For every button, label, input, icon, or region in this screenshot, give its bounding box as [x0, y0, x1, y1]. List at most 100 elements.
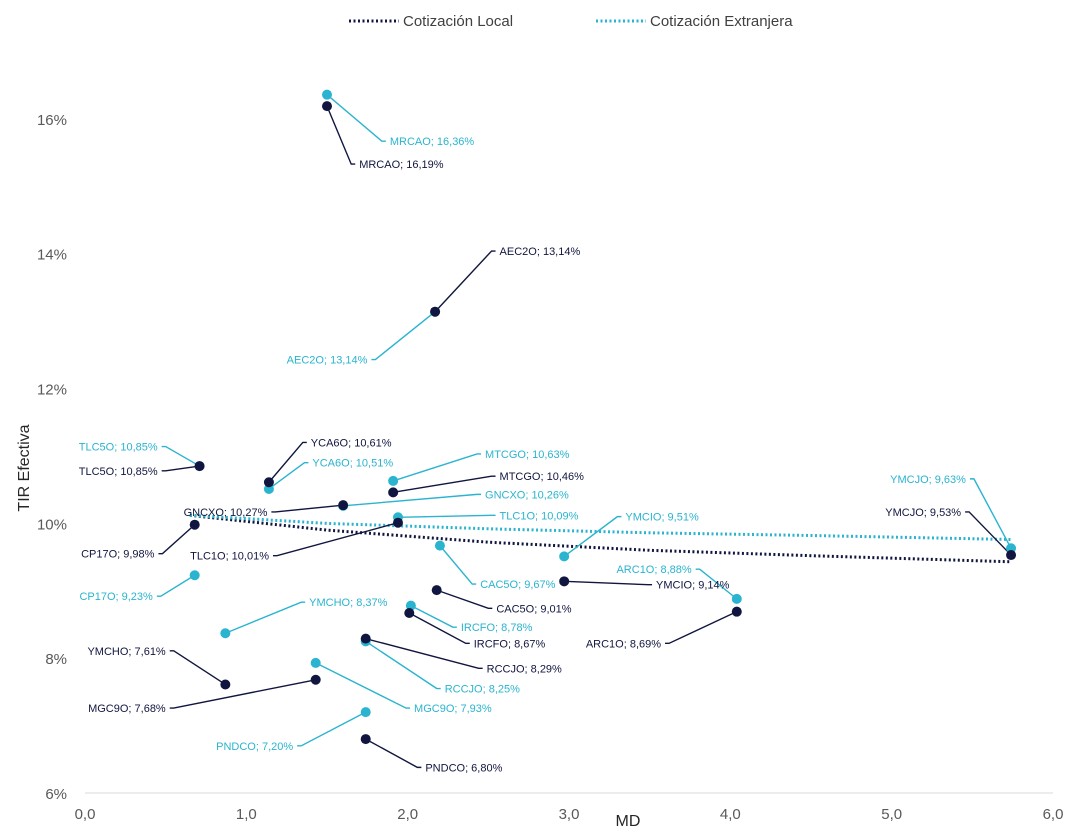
data-label-local: MRCAO; 16,19%: [359, 159, 444, 171]
trendline-extranjera: [189, 513, 1012, 541]
data-point-extranjera: [434, 540, 445, 551]
leader-line: [272, 522, 399, 557]
data-label-local: TLC5O; 10,85%: [79, 466, 158, 478]
leader-line: [297, 711, 367, 747]
data-point-local: [194, 461, 205, 472]
data-label-extranjera: RCCJO; 8,25%: [445, 684, 520, 696]
leader-line: [695, 568, 738, 600]
leader-line: [564, 580, 653, 586]
data-label-extranjera: CP17O; 9,23%: [79, 591, 153, 603]
y-tick-label: 6%: [45, 786, 67, 803]
leader-line: [393, 475, 496, 494]
data-label-extranjera: YMCJO; 9,63%: [890, 474, 966, 486]
data-label-extranjera: GNCXO; 10,26%: [485, 489, 569, 501]
data-point-extranjera: [360, 707, 371, 718]
data-label-local: RCCJO; 8,29%: [487, 663, 562, 675]
data-label-local: AEC2O; 13,14%: [500, 246, 581, 258]
y-tick-label: 14%: [37, 247, 67, 264]
x-tick-label: 0,0: [75, 806, 96, 823]
data-label-extranjera: PNDCO; 7,20%: [216, 741, 293, 753]
data-label-local: ARC1O; 8,69%: [586, 638, 661, 650]
trendlines: [189, 513, 1012, 564]
data-label-extranjera: CAC5O; 9,67%: [480, 579, 555, 591]
leader-line: [563, 515, 622, 557]
data-label-extranjera: MRCAO; 16,36%: [390, 136, 475, 148]
data-label-extranjera: IRCFO; 8,78%: [461, 622, 533, 634]
x-tick-label: 6,0: [1043, 806, 1064, 823]
y-tick-labels: 6% 8% 10% 12% 14% 16%: [37, 112, 67, 803]
data-label-extranjera: TLC1O; 10,09%: [500, 510, 579, 522]
y-tick-label: 10%: [37, 516, 67, 533]
x-tick-label: 4,0: [720, 806, 741, 823]
data-label-extranjera: TLC5O; 10,85%: [79, 442, 158, 454]
data-label-local: IRCFO; 8,67%: [474, 638, 546, 650]
leader-line: [161, 465, 200, 472]
x-tick-label: 5,0: [881, 806, 902, 823]
data-point-local: [220, 679, 231, 690]
data-label-local: MTCGO; 10,46%: [500, 471, 585, 483]
data-point-local: [263, 477, 274, 488]
leader-line: [439, 545, 477, 585]
data-label-extranjera: ARC1O; 8,88%: [616, 564, 691, 576]
data-label-local: YMCHO; 7,61%: [87, 646, 165, 658]
data-point-local: [338, 500, 349, 511]
x-tick-label: 3,0: [559, 806, 580, 823]
leader-line: [169, 679, 316, 709]
data-point-local: [559, 576, 570, 587]
leader-line: [268, 441, 307, 483]
leader-line: [436, 589, 493, 610]
leader-line: [410, 604, 457, 628]
leader-line: [397, 514, 496, 519]
data-point-local: [431, 585, 442, 596]
data-point-local: [189, 519, 200, 530]
data-point-local: [430, 306, 441, 317]
legend-label-local: Cotización Local: [403, 13, 513, 30]
leader-lines: [156, 94, 1012, 769]
data-label-extranjera: MTCGO; 10,63%: [485, 449, 570, 461]
leader-line: [408, 612, 470, 645]
data-point-local: [388, 487, 399, 498]
data-label-extranjera: YMCIO; 9,51%: [625, 512, 699, 524]
leader-line: [326, 105, 356, 165]
leader-line: [315, 662, 411, 709]
legend: Cotización Local Cotización Extranjera: [349, 13, 793, 30]
leader-line: [326, 94, 386, 142]
leader-line: [161, 445, 200, 467]
data-label-local: TLC1O; 10,01%: [190, 551, 269, 563]
data-point-extranjera: [189, 570, 200, 581]
data-label-local: PNDCO; 6,80%: [425, 762, 502, 774]
leader-line: [225, 601, 306, 634]
data-label-extranjera: YMCHO; 8,37%: [309, 597, 387, 609]
data-point-extranjera: [559, 551, 570, 562]
y-tick-label: 16%: [37, 112, 67, 129]
leader-line: [268, 462, 309, 490]
leader-line: [365, 640, 441, 690]
data-point-extranjera: [731, 593, 742, 604]
leader-line: [371, 311, 436, 361]
data-point-extranjera: [220, 628, 231, 639]
data-point-local: [392, 517, 403, 528]
leader-line: [169, 650, 226, 686]
data-point-local: [404, 608, 415, 619]
data-point-local: [360, 633, 371, 644]
data-label-local: MGC9O; 7,68%: [88, 703, 166, 715]
leader-line: [343, 493, 482, 507]
data-point-local: [322, 101, 332, 112]
data-label-extranjera: MGC9O; 7,93%: [414, 703, 492, 715]
data-label-local: GNCXO; 10,27%: [184, 507, 268, 519]
data-label-local: CAC5O; 9,01%: [496, 603, 571, 615]
x-tick-label: 1,0: [236, 806, 257, 823]
legend-label-extranjera: Cotización Extranjera: [650, 13, 793, 30]
x-tick-labels: 0,0 1,0 2,0 3,0 4,0 5,0 6,0: [75, 806, 1064, 823]
x-tick-label: 2,0: [397, 806, 418, 823]
data-point-extranjera: [322, 89, 332, 100]
leader-line: [365, 738, 422, 769]
leader-line: [434, 250, 496, 313]
leader-line: [158, 524, 196, 555]
leader-line: [965, 511, 1012, 556]
data-label-local: YCA6O; 10,61%: [311, 437, 392, 449]
y-axis-title: TIR Efectiva: [16, 424, 33, 511]
data-label-extranjera: YCA6O; 10,51%: [312, 458, 393, 470]
data-label-local: CP17O; 9,98%: [81, 549, 155, 561]
